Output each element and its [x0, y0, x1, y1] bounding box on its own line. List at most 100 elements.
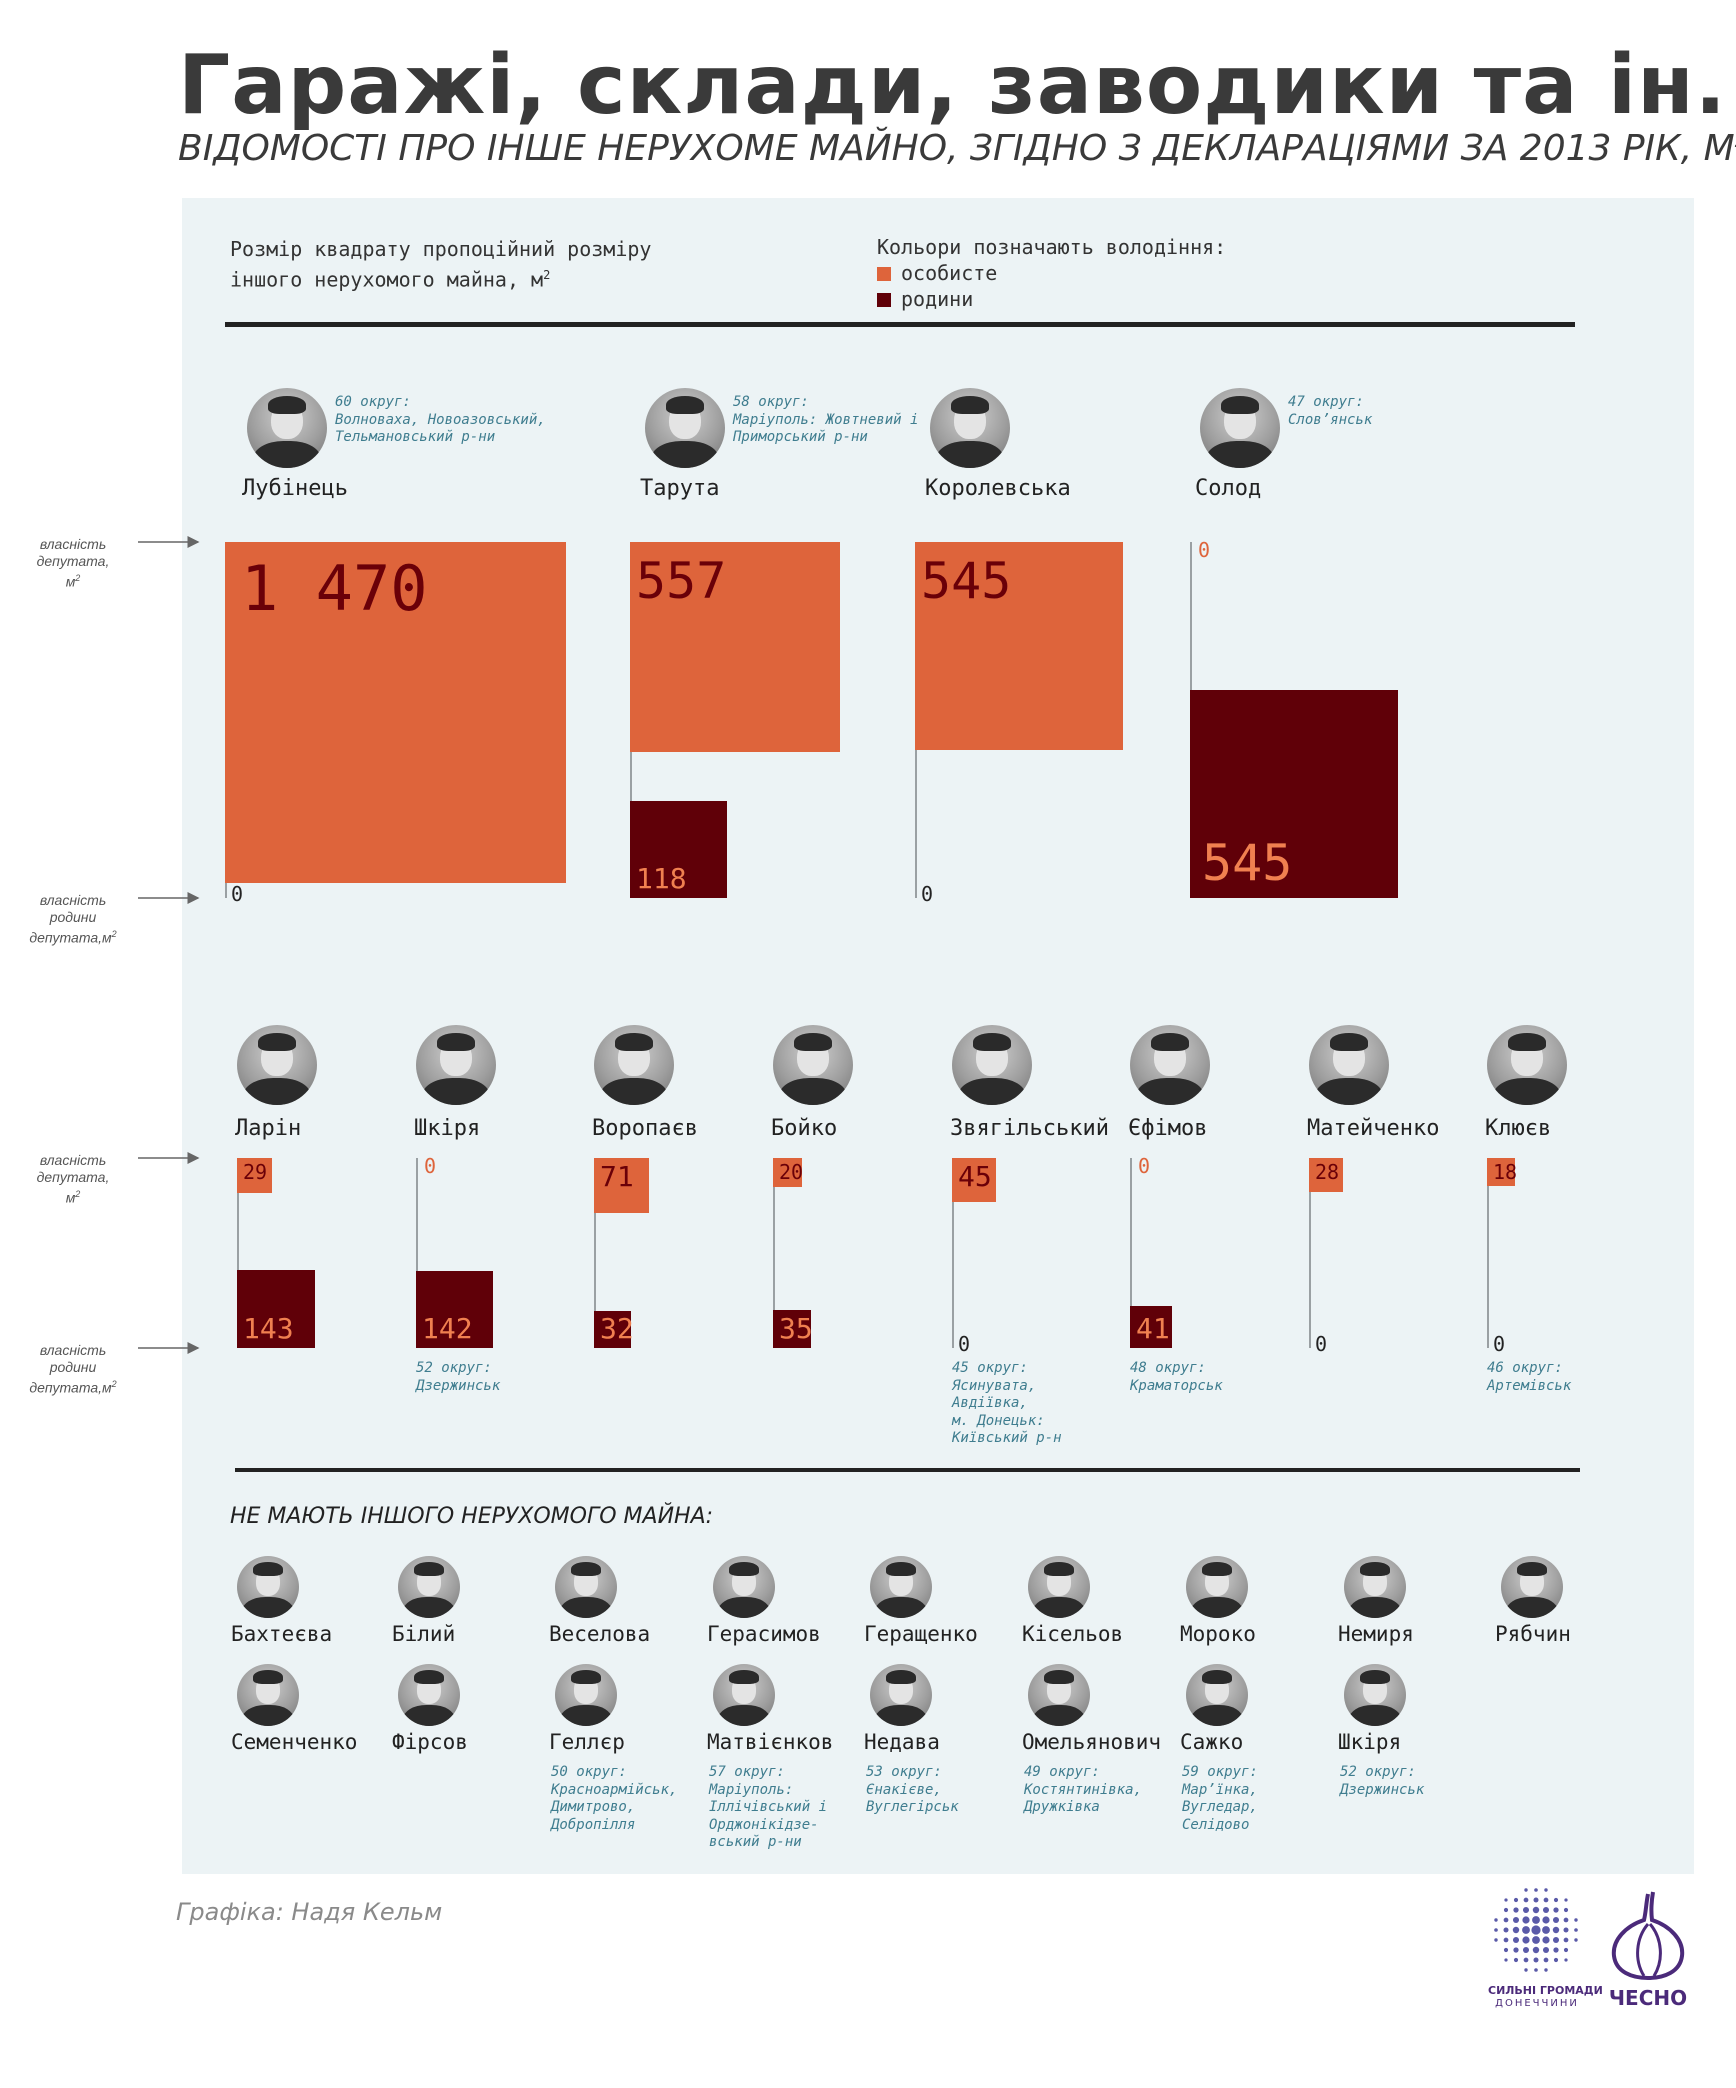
- axis-note-deputy-1-l1: власність: [39, 536, 107, 552]
- logo-dot: [1552, 1916, 1560, 1924]
- cand-3-avatar-suit: [1206, 440, 1274, 468]
- logo-dot: [1503, 1947, 1509, 1953]
- logo-dot: [1544, 1968, 1548, 1972]
- axis-note-deputy-1-l2: депутата,: [36, 553, 110, 569]
- noprop-0-avatar-hair: [253, 1562, 283, 1576]
- logo-dot: [1553, 1947, 1559, 1953]
- axis-note-family-2-l3-text: депутата,м: [29, 1379, 112, 1396]
- logo-dot: [1544, 1888, 1548, 1892]
- axis-note-family-2-sup: 2: [111, 1379, 117, 1389]
- cand-11-avatar-hair: [1507, 1033, 1547, 1051]
- logo-dot: [1534, 1968, 1538, 1972]
- noprop-7-avatar-hair: [1360, 1562, 1390, 1576]
- noprop-4-name: Геращенко: [864, 1622, 978, 1646]
- cand-10-avatar-suit: [1315, 1077, 1383, 1105]
- cand-11-avatar-suit: [1493, 1077, 1561, 1105]
- cand-0-avatar: [247, 388, 327, 468]
- noprop-12-name: Матвієнков: [707, 1730, 834, 1754]
- cand-4-avatar-suit: [243, 1077, 311, 1105]
- noprop-9-avatar-hair: [253, 1670, 283, 1684]
- cand-4-avatar-hair: [257, 1033, 297, 1051]
- noprop-5-avatar: [1028, 1556, 1090, 1618]
- cand-0-avatar-suit: [253, 440, 321, 468]
- noprop-10-avatar-suit: [402, 1704, 456, 1726]
- cand-4-name: Ларін: [235, 1116, 302, 1141]
- cand-3-avatar-hair: [1220, 396, 1260, 414]
- cand-6-fam-label: 32: [600, 1312, 634, 1345]
- cand-5-fam-bar: [416, 1271, 493, 1348]
- legend-colors-title: Кольори позначають володіння:: [877, 235, 1227, 259]
- noprop-16-district: 52 округ: Дзержинськ: [1340, 1764, 1425, 1798]
- axis-note-deputy-1: власність депутата, м2: [18, 536, 128, 591]
- cand-0-avatar-hair: [267, 396, 307, 414]
- cand-11-district: 46 округ: Артемівськ: [1487, 1360, 1572, 1394]
- noprop-1-avatar-suit: [402, 1596, 456, 1618]
- logo2-text: ЧЕСНО: [1608, 1986, 1688, 2010]
- subtitle-sup: 2: [1735, 128, 1736, 152]
- logo-dot: [1504, 1958, 1508, 1962]
- cand-6-avatar: [594, 1025, 674, 1105]
- legend-personal-label: особисте: [901, 261, 998, 285]
- cand-10-guide: [1309, 1158, 1311, 1348]
- cand-8-guide: [952, 1158, 954, 1348]
- axis-note-deputy-1-l3-text: м: [65, 573, 76, 590]
- cand-4-fam-bar: [237, 1270, 315, 1348]
- logo-dot: [1522, 1946, 1530, 1954]
- logo-dot: [1542, 1916, 1550, 1924]
- logo-dot: [1513, 1947, 1519, 1953]
- cand-0-own-bar: [225, 542, 566, 883]
- logo-dot: [1552, 1926, 1560, 1934]
- cand-0-fam-zero: 0: [231, 882, 244, 906]
- noprop-5-avatar-hair: [1044, 1562, 1074, 1576]
- noprop-14-district: 49 округ: Костянтинівка, Дружківка: [1024, 1764, 1143, 1815]
- logo-dot: [1513, 1907, 1519, 1913]
- cand-5-avatar-suit: [422, 1077, 490, 1105]
- noprop-10-name: Фірсов: [392, 1730, 468, 1754]
- cand-9-avatar-suit: [1136, 1077, 1204, 1105]
- noprop-8-avatar-hair: [1517, 1562, 1547, 1576]
- cand-1-fam-label: 118: [636, 862, 687, 895]
- cand-5-avatar: [416, 1025, 496, 1105]
- logo-dot: [1563, 1947, 1569, 1953]
- noprop-11-avatar-hair: [571, 1670, 601, 1684]
- noprop-12-district: 57 округ: Маріуполь: Іллічівський і Ордж…: [709, 1764, 828, 1850]
- noprop-13-avatar: [870, 1664, 932, 1726]
- noprop-15-avatar: [1186, 1664, 1248, 1726]
- noprop-4-avatar-hair: [886, 1562, 916, 1576]
- cand-2-avatar-hair: [950, 396, 990, 414]
- logo-dot: [1534, 1888, 1538, 1892]
- cand-6-own-bar: [594, 1158, 649, 1213]
- cand-0-own-label: 1 470: [241, 552, 428, 625]
- cand-11-name: Клюєв: [1485, 1116, 1552, 1141]
- logo-dot: [1563, 1917, 1569, 1923]
- cand-5-guide: [416, 1158, 418, 1348]
- logo-dot: [1503, 1937, 1509, 1943]
- legend-colors: Кольори позначають володіння: особисте р…: [877, 234, 1226, 312]
- cand-3-fam-bar: [1190, 690, 1398, 898]
- cand-4-own-label: 29: [243, 1160, 268, 1184]
- cand-8-name: Звягільський: [950, 1116, 1109, 1141]
- noprop-1-avatar-hair: [414, 1562, 444, 1576]
- logo-dot: [1553, 1897, 1559, 1903]
- cand-1-district: 58 округ: Маріуполь: Жовтневий і Приморс…: [733, 394, 919, 445]
- page-subtitle: ВІДОМОСТІ ПРО ІНШЕ НЕРУХОМЕ МАЙНО, ЗГІДН…: [178, 128, 1736, 169]
- cand-5-fam-label: 142: [422, 1312, 473, 1345]
- logo-dot: [1542, 1946, 1550, 1954]
- divider-top: [225, 322, 1575, 327]
- cand-11-own-bar: [1487, 1158, 1515, 1186]
- noprop-13-avatar-hair: [886, 1670, 916, 1684]
- logo-dot: [1522, 1936, 1530, 1944]
- legend-size: Розмір квадрату пропоційний розміру іншо…: [230, 236, 651, 293]
- legend-size-line1: Розмір квадрату пропоційний розміру: [230, 237, 652, 261]
- noprop-2-avatar-suit: [559, 1596, 613, 1618]
- logo-dot: [1563, 1937, 1569, 1943]
- noprop-4-avatar-suit: [874, 1596, 928, 1618]
- logo-dot: [1543, 1897, 1549, 1903]
- divider-bottom: [235, 1468, 1580, 1472]
- noprop-12-avatar: [713, 1664, 775, 1726]
- logo-dot: [1553, 1907, 1559, 1913]
- cand-5-name: Шкіря: [414, 1116, 481, 1141]
- cand-4-guide: [237, 1158, 239, 1348]
- noprop-14-name: Омельянович: [1022, 1730, 1162, 1754]
- cand-6-name: Воропаєв: [592, 1116, 698, 1141]
